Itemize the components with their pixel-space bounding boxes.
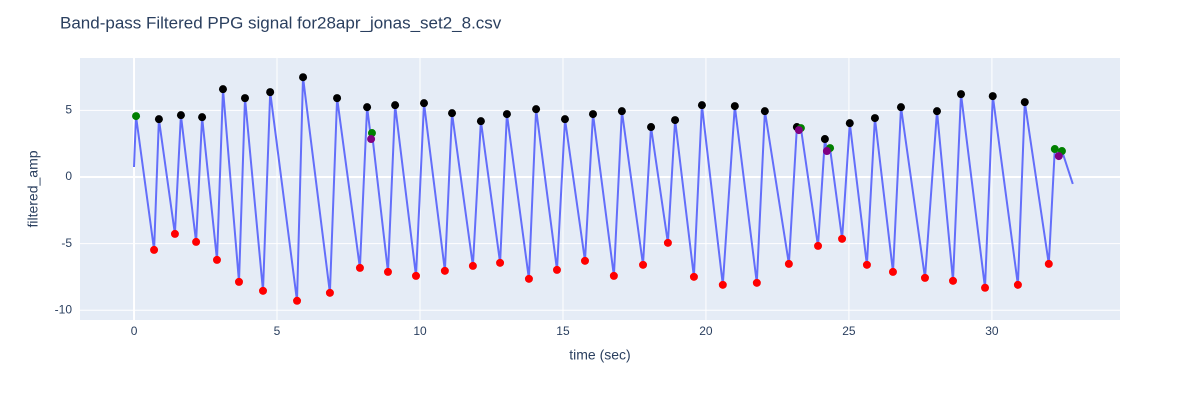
marker [476, 117, 485, 126]
x-tick-label: 10 [413, 324, 427, 338]
marker [671, 116, 680, 125]
marker [192, 237, 201, 246]
marker [639, 260, 648, 269]
marker [760, 107, 769, 116]
marker [588, 110, 597, 119]
marker [560, 115, 569, 124]
marker [845, 119, 854, 128]
marker [502, 110, 511, 119]
marker [580, 256, 589, 265]
marker [212, 255, 221, 264]
x-tick-label: 25 [842, 324, 856, 338]
marker [448, 109, 457, 118]
marker [266, 88, 275, 97]
marker [822, 147, 831, 156]
marker [663, 238, 672, 247]
chart-title: Band-pass Filtered PPG signal for28apr_j… [60, 13, 502, 32]
marker [888, 267, 897, 276]
marker [234, 277, 243, 286]
marker [383, 267, 392, 276]
marker [697, 101, 706, 110]
marker [293, 296, 302, 305]
marker [981, 283, 990, 292]
x-tick-label: 20 [699, 324, 713, 338]
marker [1013, 280, 1022, 289]
x-tick-label: 30 [985, 324, 999, 338]
marker [784, 259, 793, 268]
y-axis-label: filtered_amp [25, 150, 41, 227]
marker [862, 260, 871, 269]
x-tick-label: 0 [131, 324, 138, 338]
marker [957, 90, 966, 99]
marker [730, 102, 739, 111]
marker [988, 92, 997, 101]
marker [150, 245, 159, 254]
marker [552, 265, 561, 274]
marker [870, 114, 879, 123]
marker [170, 229, 179, 238]
marker [524, 274, 533, 283]
marker [647, 123, 656, 132]
marker [411, 271, 420, 280]
marker [259, 286, 268, 295]
marker [1044, 259, 1053, 268]
x-tick-label: 15 [556, 324, 570, 338]
marker [794, 126, 803, 135]
y-tick-label: 0 [65, 169, 72, 183]
marker [896, 103, 905, 112]
marker [333, 94, 342, 103]
marker [617, 107, 626, 116]
marker [718, 280, 727, 289]
marker [325, 288, 334, 297]
marker [468, 261, 477, 270]
marker [198, 113, 207, 122]
marker [838, 234, 847, 243]
marker [419, 99, 428, 108]
x-tick-label: 5 [274, 324, 281, 338]
marker [391, 101, 400, 110]
marker [814, 241, 823, 250]
marker [367, 129, 376, 138]
marker [689, 272, 698, 281]
marker [355, 263, 364, 272]
marker [920, 273, 929, 282]
marker [240, 94, 249, 103]
marker [932, 107, 941, 116]
marker [363, 103, 372, 112]
y-tick-label: -10 [55, 302, 73, 316]
marker [752, 278, 761, 287]
marker [1054, 152, 1063, 161]
marker [132, 112, 141, 121]
marker [299, 73, 308, 82]
x-axis-label: time (sec) [569, 347, 630, 363]
marker [820, 135, 829, 144]
marker [440, 266, 449, 275]
y-tick-label: 5 [65, 103, 72, 117]
marker [154, 115, 163, 124]
marker [1050, 145, 1059, 154]
y-tick-label: -5 [61, 236, 72, 250]
marker [218, 85, 227, 94]
marker [367, 135, 376, 144]
marker [532, 105, 541, 114]
marker [609, 271, 618, 280]
marker [1020, 98, 1029, 107]
marker [949, 276, 958, 285]
marker [176, 111, 185, 120]
marker [496, 258, 505, 267]
